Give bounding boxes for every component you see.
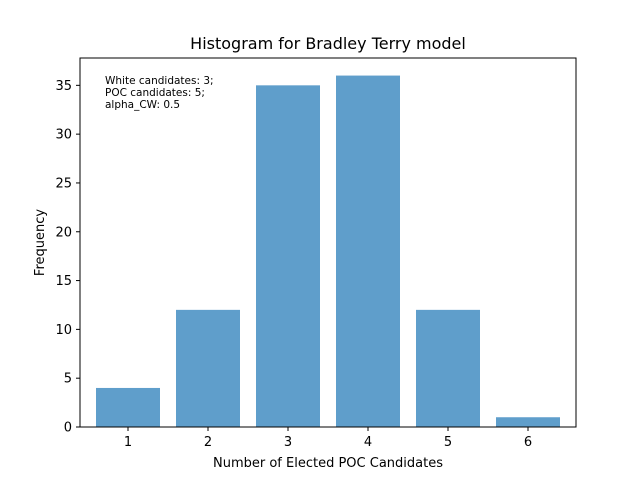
bar-4 xyxy=(336,75,400,428)
x-tick-label: 5 xyxy=(444,435,452,450)
bar-group xyxy=(96,75,560,428)
x-tick-label: 4 xyxy=(364,435,372,450)
x-tick-label: 6 xyxy=(524,435,532,450)
bar-6 xyxy=(496,417,560,427)
annotation-line-3: alpha_CW: 0.5 xyxy=(105,99,180,111)
y-tick-label: 30 xyxy=(55,128,72,143)
annotation-line-2: POC candidates: 5; xyxy=(105,87,205,99)
y-tick-label: 10 xyxy=(55,323,72,338)
x-tick-label: 3 xyxy=(284,435,292,450)
y-tick-label: 5 xyxy=(64,372,72,387)
annotation-text: White candidates: 3; POC candidates: 5; … xyxy=(105,75,214,111)
y-tick-label: 35 xyxy=(55,79,72,94)
x-tick-label: 2 xyxy=(204,435,212,450)
x-axis-label: Number of Elected POC Candidates xyxy=(213,456,443,471)
bar-3 xyxy=(256,85,320,427)
y-axis-label: Frequency xyxy=(33,209,48,276)
annotation-line-1: White candidates: 3; xyxy=(105,75,214,87)
y-tick-label: 0 xyxy=(64,421,72,436)
plot-frame xyxy=(79,57,577,428)
bar-5 xyxy=(416,309,480,427)
y-tick-label: 15 xyxy=(55,274,72,289)
bar-2 xyxy=(176,309,240,427)
bar-1 xyxy=(96,387,160,427)
y-tick-label: 20 xyxy=(55,225,72,240)
x-tick-label: 1 xyxy=(124,435,132,450)
y-tick-label: 25 xyxy=(55,176,72,191)
y-axis-ticks: 0 5 10 15 20 25 30 35 xyxy=(55,79,80,436)
x-axis-ticks: 1 2 3 4 5 6 xyxy=(124,427,532,450)
chart-title: Histogram for Bradley Terry model xyxy=(190,34,466,53)
